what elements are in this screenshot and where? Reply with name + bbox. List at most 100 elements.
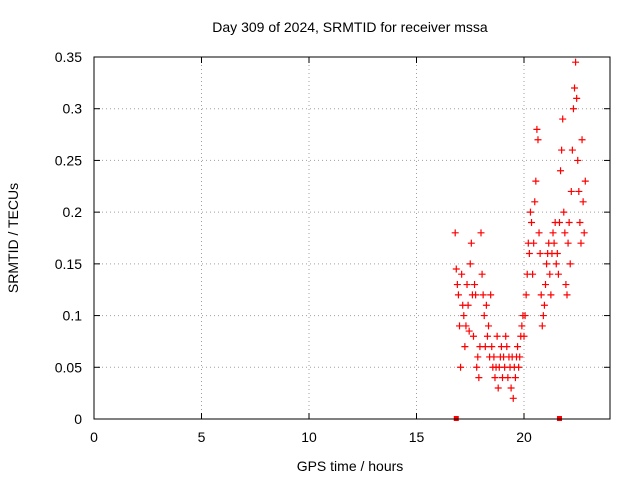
data-point-plus (514, 343, 522, 351)
data-point-plus (576, 218, 584, 226)
data-point-plus (502, 332, 510, 340)
data-point-plus (454, 291, 462, 299)
y-tick-label: 0.35 (55, 49, 82, 65)
data-point-plus (478, 270, 486, 278)
data-point-plus (529, 270, 537, 278)
data-point-plus (509, 394, 517, 402)
data-point-plus (547, 291, 555, 299)
data-point-plus (479, 291, 487, 299)
data-point-plus (469, 332, 477, 340)
data-point-plus (475, 374, 483, 382)
data-point-plus (543, 260, 551, 268)
data-point-plus (574, 156, 582, 164)
data-point-plus (534, 136, 542, 144)
y-tick-label: 0.25 (55, 152, 82, 168)
data-point-plus (516, 353, 524, 361)
data-point-plus (540, 301, 548, 309)
data-point-plus (511, 374, 519, 382)
data-point-plus (572, 58, 580, 66)
data-point-plus (571, 84, 579, 92)
data-point-plus (557, 167, 565, 175)
grid-lines (94, 57, 610, 419)
data-point-plus (531, 198, 539, 206)
data-point-plus (573, 94, 581, 102)
data-point-plus (481, 343, 489, 351)
data-point-plus (473, 363, 481, 371)
data-point-plus (491, 374, 499, 382)
data-point-plus (494, 384, 502, 392)
data-point-plus (504, 374, 512, 382)
data-point-plus (452, 265, 460, 273)
data-point-plus (561, 229, 569, 237)
x-tick-label: 10 (301, 429, 317, 445)
data-point-plus (460, 312, 468, 320)
data-point-plus (549, 229, 557, 237)
x-tick-label: 20 (516, 429, 532, 445)
y-tick-label: 0.1 (63, 308, 83, 324)
data-point-plus (520, 332, 528, 340)
data-point-plus (579, 198, 587, 206)
data-point-plus (568, 146, 576, 154)
data-point-plus (464, 301, 472, 309)
data-point-plus (461, 343, 469, 351)
y-tick-label: 0.15 (55, 256, 82, 272)
x-tick-label: 0 (90, 429, 98, 445)
data-point-plus (477, 229, 485, 237)
y-tick-label: 0.3 (63, 101, 83, 117)
data-point-plus (493, 332, 501, 340)
data-point-plus (536, 250, 544, 258)
data-point-plus (515, 363, 523, 371)
data-point-plus (552, 260, 560, 268)
y-tick-label: 0 (74, 411, 82, 427)
y-tick-label: 0.2 (63, 204, 83, 220)
data-point-plus (528, 218, 536, 226)
data-point-plus (530, 239, 538, 247)
data-point-plus (553, 250, 561, 258)
data-point-plus (503, 343, 511, 351)
data-point-plus (555, 218, 563, 226)
data-points (451, 58, 589, 402)
data-point-plus (546, 270, 554, 278)
y-axis-ticks: 0 0.05 0.1 0.15 0.2 0.25 0.3 0.35 (55, 49, 610, 427)
data-point-plus (472, 291, 480, 299)
data-point-plus (490, 353, 498, 361)
data-point-plus (580, 229, 588, 237)
data-point-plus (559, 115, 567, 123)
data-point-plus (538, 322, 546, 330)
data-point-plus (567, 187, 575, 195)
data-point-plus (563, 291, 571, 299)
data-point-plus (480, 312, 488, 320)
data-point-plus (566, 260, 574, 268)
data-point-plus (569, 105, 577, 113)
data-point-plus (542, 281, 549, 289)
data-point-plus (485, 322, 493, 330)
x-tick-label: 5 (198, 429, 206, 445)
data-point-plus (526, 208, 534, 216)
data-point-plus (560, 208, 568, 216)
data-point-plus (453, 281, 461, 289)
data-point-plus (467, 239, 475, 247)
data-point-plus (521, 312, 529, 320)
data-point-plus (474, 353, 482, 361)
data-point-plus (565, 218, 573, 226)
data-point-plus (471, 281, 479, 289)
x-axis-title: GPS time / hours (297, 458, 404, 474)
data-point-plus (507, 384, 515, 392)
data-point-plus (550, 239, 558, 247)
data-point-plus (487, 291, 495, 299)
plot-frame (93, 56, 611, 420)
data-point-plus (539, 312, 547, 320)
data-point-plus (456, 322, 463, 330)
data-point-plus (562, 281, 570, 289)
data-point-plus (465, 327, 473, 335)
data-point-plus (578, 136, 586, 144)
y-axis-title: SRMTID / TECUs (5, 183, 21, 293)
data-point-plus (533, 125, 541, 133)
data-point-plus (522, 291, 530, 299)
data-point-plus (488, 343, 496, 351)
data-point-plus (463, 281, 471, 289)
data-point-plus (554, 270, 562, 278)
data-point-plus (558, 146, 566, 154)
data-point-plus (532, 177, 540, 185)
